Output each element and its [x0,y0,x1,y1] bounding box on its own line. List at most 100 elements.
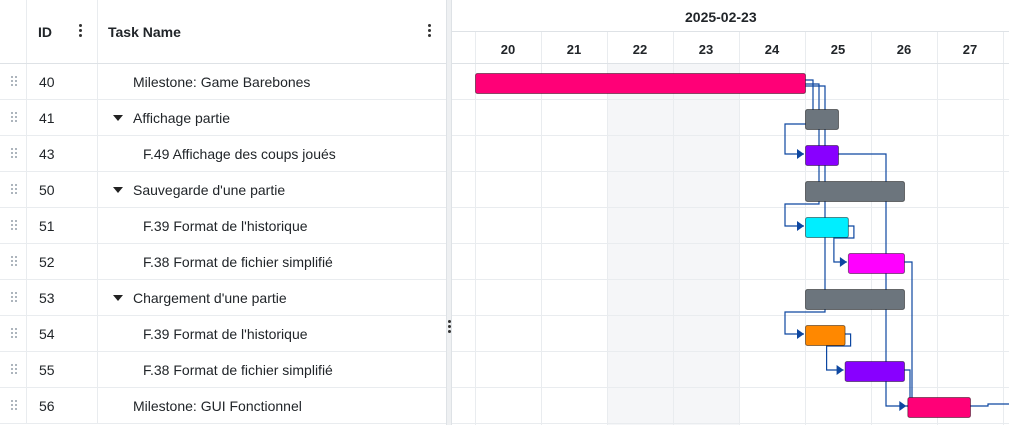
day-divider [475,32,476,63]
task-bar-50[interactable] [805,181,905,202]
table-row[interactable]: 56 Milestone: GUI Fonctionnel [0,388,446,424]
id-column-menu-icon[interactable] [76,22,86,40]
dependency-line [784,85,826,335]
task-id-cell: 56 [39,398,55,414]
timeline-week-header: 2025-02-23 [452,0,1009,32]
column-divider [26,208,27,243]
task-name-cell[interactable]: F.39 Format de l'historique [143,326,308,342]
day-header-25: 25 [830,42,846,57]
collapse-caret-icon[interactable] [113,115,123,121]
task-bar-55[interactable] [844,361,906,382]
task-name-cell[interactable]: Affichage partie [133,110,231,126]
table-row[interactable]: 50 Sauvegarde d'une partie [0,172,446,208]
column-divider [97,316,98,351]
task-bar-40[interactable] [475,73,806,94]
column-divider [97,0,98,63]
task-bar-41[interactable] [805,109,839,130]
task-name-column-menu-icon[interactable] [425,22,435,40]
day-header-24: 24 [764,42,780,57]
dependency-line [838,153,907,407]
task-name-column-header[interactable]: Task Name [98,0,446,64]
day-header-27: 27 [962,42,978,57]
task-name-cell[interactable]: F.38 Format de fichier simplifié [143,254,333,270]
task-name-cell[interactable]: F.49 Affichage des coups joués [143,146,336,162]
table-row[interactable]: 43 F.49 Affichage des coups joués [0,136,446,172]
task-id-cell: 50 [39,182,55,198]
row-drag-handle-icon[interactable] [11,328,17,338]
dependency-line [784,79,814,155]
task-bar-52[interactable] [847,253,905,274]
day-divider [1003,32,1004,63]
dependency-arrowhead [797,221,804,231]
task-id-cell: 54 [39,326,55,342]
dependency-arrowhead [797,149,804,159]
table-row[interactable]: 51 F.39 Format de l'historique [0,208,446,244]
table-row[interactable]: 55 F.38 Format de fichier simplifié [0,352,446,388]
task-name-cell[interactable]: Milestone: Game Barebones [133,74,311,90]
task-bar-43[interactable] [805,145,839,166]
day-header-21: 21 [566,42,582,57]
column-divider [26,172,27,207]
table-row[interactable]: 40 Milestone: Game Barebones [0,64,446,100]
column-divider [26,64,27,99]
table-row[interactable]: 41 Affichage partie [0,100,446,136]
row-drag-handle-icon[interactable] [11,220,17,230]
column-divider [97,172,98,207]
row-drag-handle-icon[interactable] [11,148,17,158]
task-bar-51[interactable] [805,217,849,238]
column-divider [26,136,27,171]
dependency-line [826,333,852,371]
collapse-caret-icon[interactable] [113,295,123,301]
task-name-cell[interactable]: Chargement d'une partie [133,290,287,306]
day-divider [805,32,806,63]
day-divider [607,32,608,63]
row-drag-handle-icon[interactable] [11,364,17,374]
column-divider [97,136,98,171]
day-divider [673,32,674,63]
column-divider [26,352,27,387]
row-drag-handle-icon[interactable] [11,112,17,122]
day-divider [871,32,872,63]
task-name-cell[interactable]: F.38 Format de fichier simplifié [143,362,333,378]
table-row[interactable]: 54 F.39 Format de l'historique [0,316,446,352]
table-row[interactable]: 52 F.38 Format de fichier simplifié [0,244,446,280]
row-drag-handle-icon[interactable] [11,184,17,194]
table-row[interactable]: 53 Chargement d'une partie [0,280,446,316]
weekend-shade [673,64,739,425]
day-divider [739,32,740,63]
column-divider [26,280,27,315]
column-divider [26,388,27,423]
column-divider [97,388,98,423]
column-divider [26,244,27,279]
task-grid: ID Task Name 40 Milestone: Game Barebones… [0,0,446,425]
day-header-22: 22 [632,42,648,57]
row-drag-handle-icon[interactable] [11,76,17,86]
task-bar-56[interactable] [907,397,971,418]
task-name-cell[interactable]: Milestone: GUI Fonctionnel [133,398,302,414]
column-divider [26,316,27,351]
id-column-label: ID [38,24,52,40]
gantt-chart [452,64,1009,425]
dependency-arrowhead [899,401,907,411]
day-header-23: 23 [698,42,714,57]
dependency-line [833,225,855,263]
column-divider [97,352,98,387]
row-drag-handle-icon[interactable] [11,256,17,266]
task-id-cell: 40 [39,74,55,90]
task-bar-53[interactable] [805,289,905,310]
task-name-cell[interactable]: Sauvegarde d'une partie [133,182,286,198]
task-name-cell[interactable]: F.39 Format de l'historique [143,218,308,234]
day-divider [541,32,542,63]
row-drag-handle-icon[interactable] [11,292,17,302]
collapse-caret-icon[interactable] [113,187,123,193]
column-divider [26,0,27,63]
panel-splitter[interactable] [446,0,452,425]
task-id-cell: 51 [39,218,55,234]
row-drag-handle-icon[interactable] [11,400,17,410]
task-id-cell: 52 [39,254,55,270]
id-column-header[interactable]: ID [0,0,97,64]
task-bar-54[interactable] [805,325,846,346]
splitter-handle-icon[interactable] [448,320,451,334]
timeline-day-header: 20 21 22 23 24 25 26 27 [452,32,1009,64]
task-id-cell: 53 [39,290,55,306]
